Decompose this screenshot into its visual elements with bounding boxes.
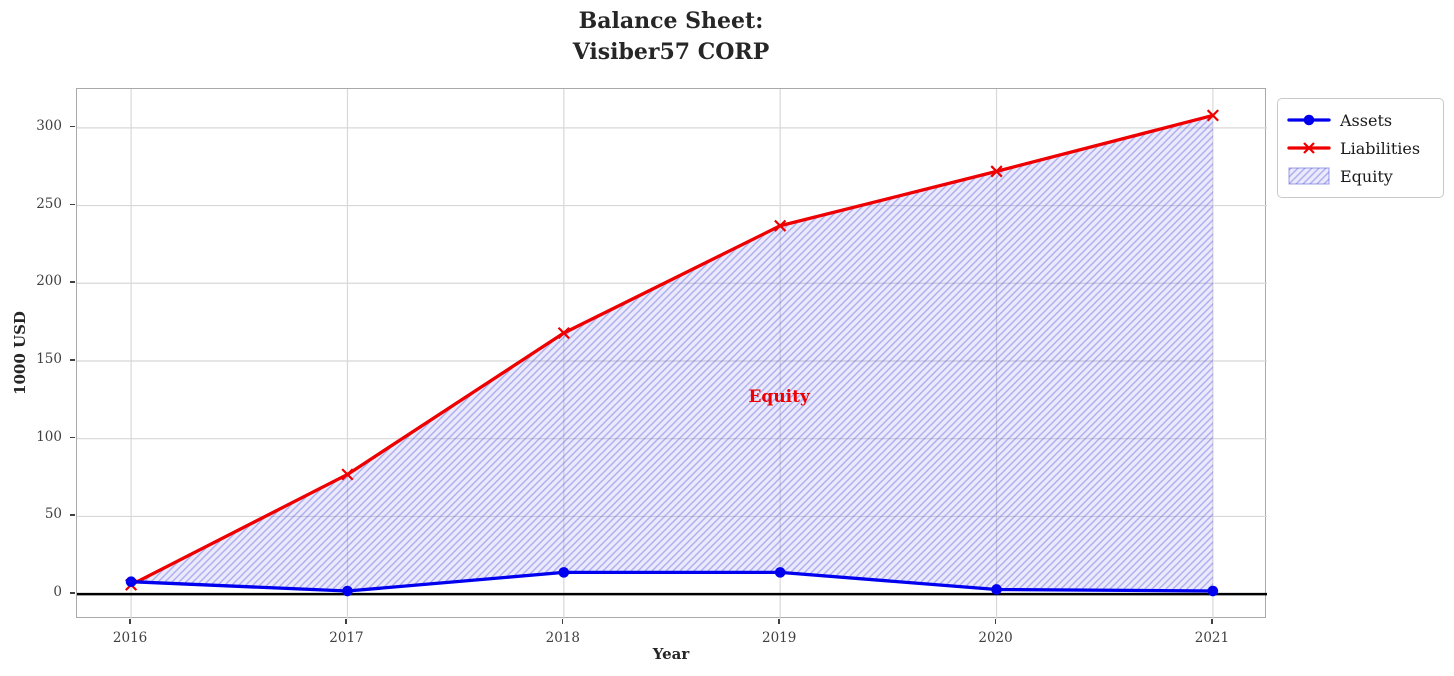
- y-tick-label: 150: [36, 350, 62, 367]
- legend-label-assets: Assets: [1340, 110, 1393, 130]
- legend-label-equity: Equity: [1340, 166, 1393, 186]
- y-tick-mark: [70, 203, 75, 206]
- y-tick-mark: [70, 592, 75, 594]
- x-tick-mark: [129, 619, 131, 624]
- legend-item-equity: Equity: [1287, 162, 1433, 190]
- liabilities-line: [129, 113, 1215, 587]
- plot-area: [76, 88, 1267, 619]
- x-tick-mark: [778, 619, 780, 624]
- y-tick-label: 200: [36, 273, 62, 290]
- x-tick-label: 2016: [112, 630, 148, 646]
- legend-item-assets: Assets: [1287, 106, 1433, 134]
- x-tick-mark: [994, 619, 997, 624]
- chart-canvas: [77, 89, 1267, 619]
- x-tick-label: 2021: [1194, 630, 1230, 646]
- x-tick-mark: [1210, 619, 1213, 624]
- liabilities-line-icon: [1287, 137, 1331, 159]
- y-tick-mark: [70, 514, 75, 516]
- equity-fill-area: [131, 115, 1213, 592]
- y-tick-label: 250: [36, 195, 62, 212]
- assets-line-icon: [1287, 109, 1331, 131]
- equity-annotation: Equity: [748, 387, 810, 408]
- x-tick-label: 2018: [545, 630, 580, 646]
- y-tick-label: 50: [44, 506, 62, 523]
- x-tick-label: 2017: [329, 630, 364, 646]
- assets-line: [129, 570, 1215, 593]
- y-tick-label: 100: [36, 428, 62, 445]
- chart-title-line2: Visiber57 CORP: [572, 39, 770, 65]
- legend-label-liabilities: Liabilities: [1340, 138, 1421, 158]
- legend: Assets Liabilities Equity: [1277, 98, 1444, 198]
- y-tick-label: 300: [36, 117, 62, 134]
- y-tick-label: 0: [53, 584, 62, 601]
- x-tick-mark: [561, 619, 564, 624]
- x-tick-label: 2019: [761, 630, 797, 646]
- x-tick-label: 2020: [978, 630, 1013, 646]
- y-tick-mark: [70, 436, 75, 439]
- x-axis-label: Year: [652, 645, 690, 663]
- legend-item-liabilities: Liabilities: [1287, 134, 1433, 162]
- chart-title-line1: Balance Sheet:: [578, 8, 764, 34]
- equity-patch-icon: [1287, 165, 1331, 187]
- chart-title: Balance Sheet: Visiber57 CORP: [76, 6, 1266, 68]
- y-tick-mark: [70, 281, 75, 283]
- x-tick-mark: [345, 619, 348, 624]
- y-tick-mark: [70, 358, 75, 361]
- y-tick-mark: [70, 125, 75, 128]
